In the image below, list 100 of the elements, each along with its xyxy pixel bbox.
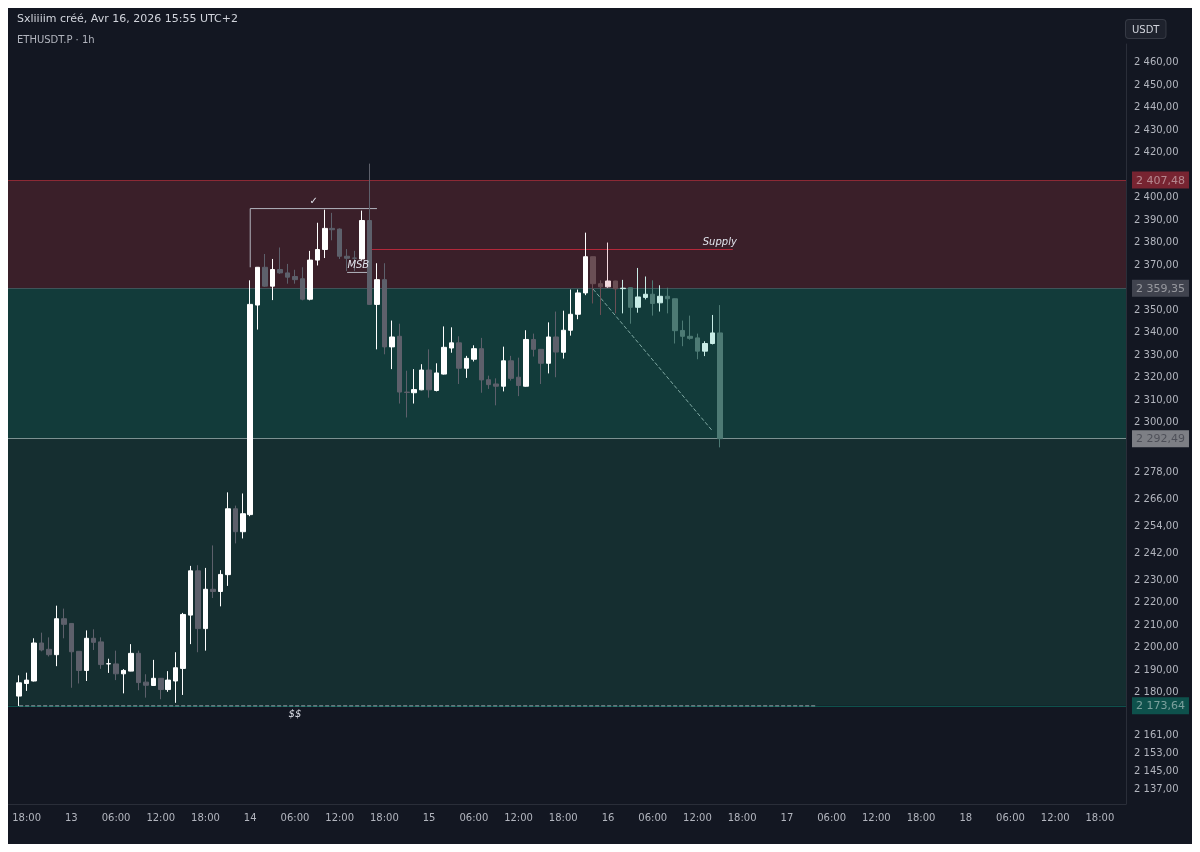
x-tick-label: 12:00 (504, 811, 533, 823)
y-tick-label: 2 190,00 (1134, 663, 1179, 675)
candlestick (54, 605, 59, 667)
candlestick (69, 622, 74, 689)
candlestick (98, 636, 104, 670)
annotation: ✓ (309, 195, 318, 207)
candlestick (128, 643, 134, 672)
candlestick (91, 628, 96, 651)
candlestick (717, 304, 723, 448)
candlestick (590, 255, 596, 304)
x-tick-label: 06:00 (280, 811, 310, 823)
candlestick (426, 348, 432, 399)
x-tick-label: 12:00 (146, 811, 176, 823)
y-tick-label: 2 230,00 (1134, 573, 1179, 585)
candlestick (165, 670, 171, 693)
chart-subtitle: ETHUSDT.P · 1h (17, 33, 95, 45)
y-tick-label: 2 210,00 (1134, 618, 1179, 630)
y-tick-label: 2 310,00 (1134, 393, 1179, 405)
y-tick-label: 2 200,00 (1134, 641, 1179, 653)
y-tick-label: 2 242,00 (1134, 546, 1179, 558)
candlestick (710, 314, 715, 345)
candlestick (434, 362, 439, 392)
y-tick-label: 2 137,00 (1134, 782, 1179, 794)
y-tick-label: 2 300,00 (1134, 416, 1179, 428)
candlestick (620, 279, 626, 314)
y-tick-label: 2 278,00 (1134, 465, 1179, 477)
candlestick (479, 337, 484, 394)
x-tick-label: 18:00 (906, 811, 936, 823)
candlestick (680, 320, 685, 347)
candlestick (568, 289, 573, 337)
candlestick (39, 632, 44, 652)
candlestick (508, 355, 514, 382)
y-tick-label: 2 220,00 (1134, 596, 1179, 608)
candlestick (657, 284, 663, 313)
candlestick (538, 348, 544, 385)
y-axis-title: USDT (1132, 23, 1161, 35)
candlestick (337, 227, 342, 260)
candlestick (397, 323, 402, 405)
candlestick (262, 253, 268, 288)
chart-title: Sxliiiim créé, Avr 16, 2026 15:55 UTC+2 (17, 12, 238, 25)
candlestick (16, 674, 22, 707)
y-tick-label: 2 440,00 (1134, 101, 1179, 113)
candlestick (188, 565, 193, 645)
candlestick (359, 210, 365, 261)
x-tick-label: 13 (64, 811, 78, 823)
x-tick-label: 06:00 (817, 811, 847, 823)
candlestick (471, 344, 477, 362)
candlestick (411, 368, 417, 405)
candlestick (516, 357, 521, 397)
candlestick (672, 298, 678, 344)
y-tick-label: 2 370,00 (1134, 258, 1179, 270)
y-tick-label: 2 390,00 (1134, 213, 1179, 225)
candlestick (195, 564, 201, 653)
x-tick-label: 12:00 (1040, 811, 1070, 823)
candlestick (24, 672, 29, 692)
x-tick-label: 18:00 (191, 811, 220, 823)
candlestick (84, 629, 89, 682)
y-tick-label: 2 320,00 (1134, 371, 1179, 383)
candlestick (106, 658, 111, 674)
candlestick (561, 310, 566, 360)
x-tick-label: 12:00 (861, 811, 891, 823)
y-tick-label: 2 430,00 (1134, 123, 1179, 135)
candlestick (419, 363, 424, 391)
candlestick (553, 311, 559, 378)
candlestick (203, 567, 208, 652)
candlestick (315, 222, 320, 266)
candlestick (389, 320, 395, 370)
candlestick (650, 279, 655, 317)
candlestick (367, 163, 372, 306)
candlestick (441, 325, 447, 376)
x-tick-label: 18:00 (12, 811, 42, 823)
x-tick-label: 14 (243, 811, 257, 823)
x-tick-label: 06:00 (996, 811, 1025, 823)
x-tick-label: 12:00 (683, 811, 712, 823)
annotation: $$ (288, 708, 302, 720)
candlestick (493, 377, 499, 406)
x-tick-label: 06:00 (459, 811, 489, 823)
x-tick-label: 06:00 (101, 811, 131, 823)
candlestick (687, 315, 693, 341)
candlestick (605, 242, 611, 289)
candlestick (546, 321, 551, 374)
candlestick (61, 608, 67, 639)
candlestick (173, 651, 178, 704)
annotation: Supply (702, 236, 738, 248)
ref-line-label: 2 407,48 (1136, 173, 1185, 187)
x-tick-label: 12:00 (325, 811, 355, 823)
candlestick (270, 258, 275, 301)
x-tick-label: 18:00 (369, 811, 399, 823)
candlestick (180, 612, 186, 696)
candlestick (307, 250, 313, 301)
x-tick-label: 18:00 (727, 811, 757, 823)
y-tick-label: 2 266,00 (1134, 492, 1179, 504)
candlestick (46, 636, 52, 657)
candlestick (76, 650, 82, 684)
candlestick (702, 340, 708, 357)
x-tick-label: 06:00 (638, 811, 668, 823)
y-tick-label: 2 350,00 (1134, 303, 1179, 315)
y-tick-label: 2 153,00 (1134, 746, 1179, 758)
y-tick-label: 2 340,00 (1134, 326, 1179, 338)
candlestick (382, 262, 387, 355)
